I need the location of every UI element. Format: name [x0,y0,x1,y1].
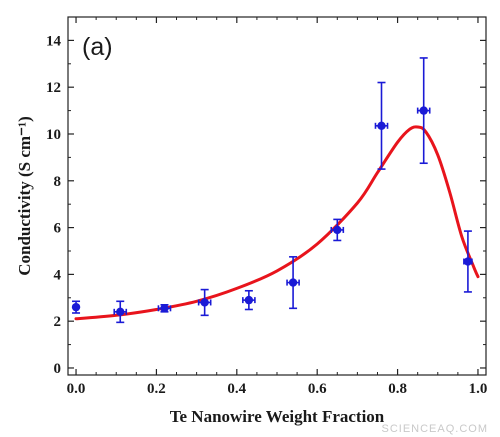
y-axis-ticks: 0 2 4 6 8 10 12 14 [46,33,486,377]
y-axis-title: Conductivity (S cm⁻¹) [15,116,34,276]
x-tick-label: 0.2 [147,381,166,397]
data-point [416,57,431,165]
y-tick-label: 2 [54,314,62,330]
data-point [71,300,81,314]
y-tick-label: 14 [46,33,62,49]
data-point-marker [244,295,254,305]
data-points [71,57,473,324]
data-point [197,288,212,317]
x-tick-label: 0.6 [308,381,327,397]
x-tick-label: 0.4 [227,381,246,397]
x-axis-title: Te Nanowire Weight Fraction [170,407,385,426]
data-point-marker [200,298,209,307]
y-tick-label: 12 [46,80,61,96]
data-point [113,300,128,324]
data-point-marker [71,302,81,312]
y-tick-label: 4 [54,267,62,283]
data-point [374,81,389,170]
watermark: SCIENCEAQ.COM [381,423,488,435]
data-point-marker [419,106,428,115]
x-tick-label: 0.0 [67,381,86,397]
y-tick-label: 8 [54,174,62,190]
data-point-marker [116,307,125,317]
x-axis-ticks: 0.0 0.2 0.4 0.6 0.8 1.0 [67,17,488,397]
data-point-marker [463,257,473,266]
data-point [330,218,345,242]
fit-curve-line [74,125,480,321]
y-tick-label: 0 [54,361,62,377]
x-tick-label: 0.8 [388,381,407,397]
data-point [242,289,256,311]
data-point-marker [288,278,298,287]
y-tick-label: 10 [46,127,61,143]
data-point [157,304,172,313]
data-point-marker [377,121,386,131]
data-point-marker [333,225,342,235]
data-point-marker [160,304,169,313]
y-tick-label: 6 [54,221,62,237]
data-point [286,256,300,310]
x-tick-label: 1.0 [469,381,488,397]
data-point [463,230,473,293]
panel-label: (a) [82,33,113,61]
